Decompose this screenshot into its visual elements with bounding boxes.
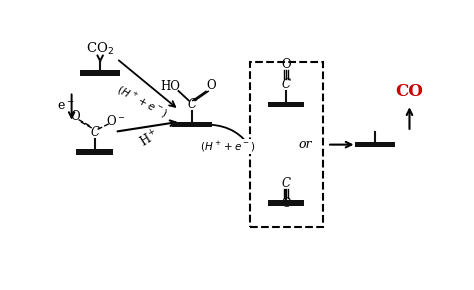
Text: O: O [281, 58, 291, 71]
Text: O: O [206, 79, 216, 93]
Text: $(H^++e^-)$: $(H^++e^-)$ [201, 139, 256, 153]
Text: C: C [282, 177, 291, 190]
Bar [76, 149, 113, 155]
Bar [172, 122, 212, 127]
Text: C: C [282, 78, 291, 91]
Bar [355, 142, 395, 147]
Bar [80, 70, 120, 76]
Text: O: O [281, 197, 291, 210]
Text: CO$_2$: CO$_2$ [86, 41, 114, 57]
Text: or: or [299, 138, 312, 151]
Text: $(H^++e^-)$: $(H^++e^-)$ [114, 82, 170, 121]
Text: H$^+$: H$^+$ [137, 127, 162, 151]
Text: O$^-$: O$^-$ [106, 114, 125, 128]
Text: HO: HO [161, 80, 181, 93]
Text: CO: CO [395, 83, 423, 100]
Text: C: C [90, 126, 99, 139]
Bar [268, 102, 304, 107]
Text: O: O [71, 110, 81, 124]
Bar [268, 200, 304, 206]
Text: e$^-$: e$^-$ [57, 100, 75, 113]
Text: C: C [187, 98, 196, 111]
